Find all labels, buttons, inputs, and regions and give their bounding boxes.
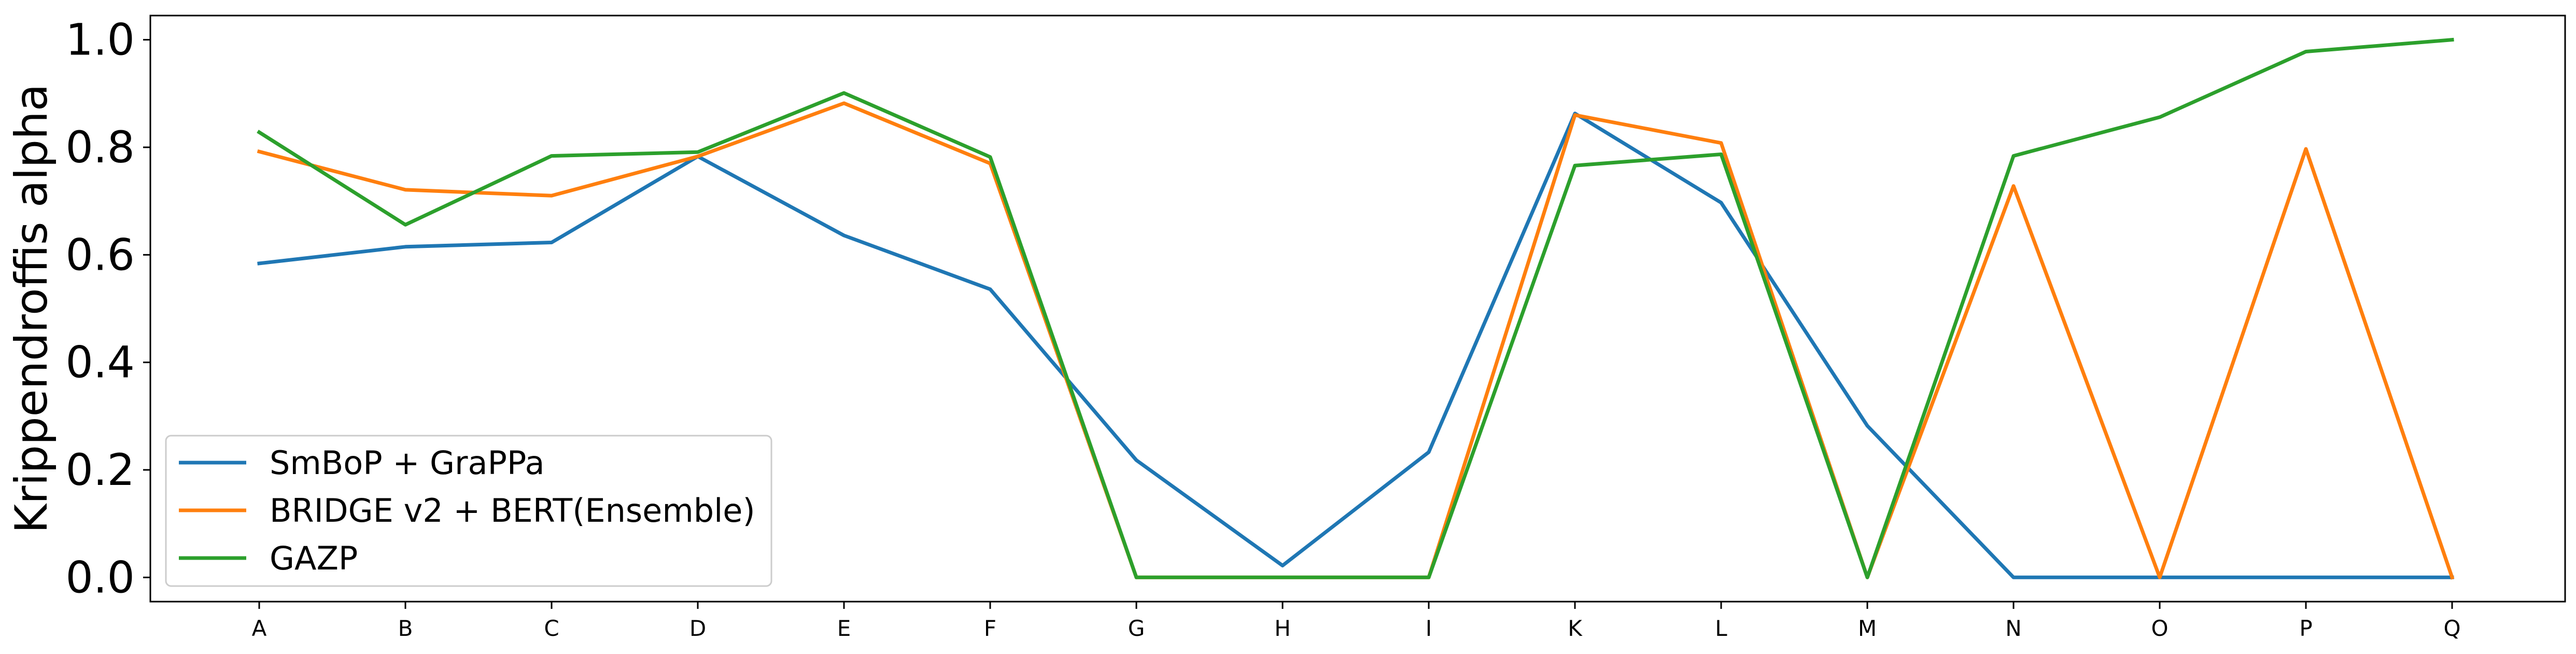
x-tick-label: H [1274,616,1291,641]
series-line-3 [257,37,2454,579]
x-tick-label: N [2005,616,2021,641]
x-tick-label: F [984,616,996,641]
legend-label-1: SmBoP + GraPPa [270,444,544,482]
x-tick-label: D [689,616,706,641]
legend-box [165,435,772,587]
y-tick-label: 0.4 [65,337,135,388]
plot-frame [149,15,2566,603]
x-tick-label: M [1858,616,1877,641]
x-tick-label: I [1426,616,1432,641]
y-tick-label: 0.2 [65,444,135,495]
y-axis: 0.0 0.2 0.4 0.6 0.8 1.0 [65,15,150,603]
y-axis-label: Krippendroffis alpha [6,84,58,534]
x-tick-label: L [1715,616,1727,641]
y-tick-label: 0.6 [65,229,135,280]
y-tick-label: 0.0 [65,552,135,603]
x-tick-label: O [2151,616,2168,641]
legend-label-3: GAZP [270,539,358,577]
x-tick-label: P [2299,616,2312,641]
x-tick-label: E [837,616,851,641]
y-tick-label: 0.8 [65,122,135,173]
x-tick-label: K [1568,616,1583,641]
series-line-1 [257,112,2454,579]
x-tick-label: B [398,616,413,641]
x-tick-label: A [252,616,267,641]
legend-label-2: BRIDGE v2 + BERT(Ensemble) [270,492,755,530]
y-tick-label: 1.0 [65,15,135,65]
x-tick-label: Q [2443,616,2460,641]
x-tick-label: G [1128,616,1145,641]
x-tick-label: C [544,616,559,641]
legend: SmBoP + GraPPa BRIDGE v2 + BERT(Ensemble)… [165,435,772,587]
series-layer [257,37,2455,580]
